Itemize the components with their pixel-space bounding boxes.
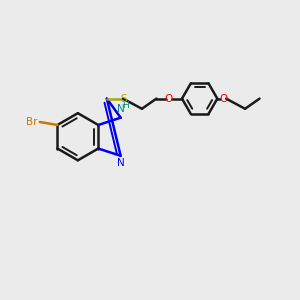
Text: O: O	[165, 94, 173, 103]
Text: S: S	[120, 94, 127, 103]
Text: Br: Br	[26, 117, 38, 127]
Text: H: H	[123, 101, 129, 110]
Text: O: O	[220, 94, 228, 103]
Text: N: N	[117, 104, 124, 114]
Text: N: N	[117, 158, 124, 168]
